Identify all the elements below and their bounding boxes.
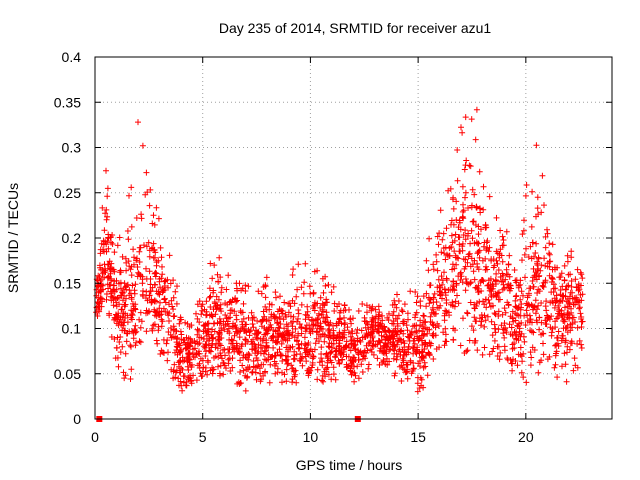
x-tick-label: 20	[518, 429, 534, 445]
y-axis: 0 0.05 0.1 0.15 0.2 0.25 0.3 0.35 0.4	[54, 49, 612, 427]
x-tick-label: 15	[410, 429, 426, 445]
x-axis: 0 5 10 15 20	[91, 57, 534, 445]
x-tick-label: 10	[303, 429, 319, 445]
x-axis-label: GPS time / hours	[296, 457, 403, 473]
y-tick-label: 0.15	[54, 275, 81, 291]
x-tick-label: 0	[91, 429, 99, 445]
y-tick-label: 0.3	[62, 140, 82, 156]
scatter-markers	[93, 106, 586, 395]
y-axis-label: SRMTID / TECUs	[5, 183, 21, 293]
y-tick-label: 0.05	[54, 366, 81, 382]
y-tick-label: 0.1	[62, 321, 82, 337]
y-tick-label: 0.25	[54, 185, 81, 201]
y-tick-label: 0	[73, 411, 81, 427]
grid-lines	[95, 57, 612, 419]
y-tick-label: 0.2	[62, 230, 82, 246]
chart-title: Day 235 of 2014, SRMTID for receiver azu…	[219, 20, 492, 36]
y-tick-label: 0.4	[62, 49, 82, 65]
x-tick-label: 5	[199, 429, 207, 445]
data-points	[93, 106, 586, 395]
y-tick-label: 0.35	[54, 94, 81, 110]
